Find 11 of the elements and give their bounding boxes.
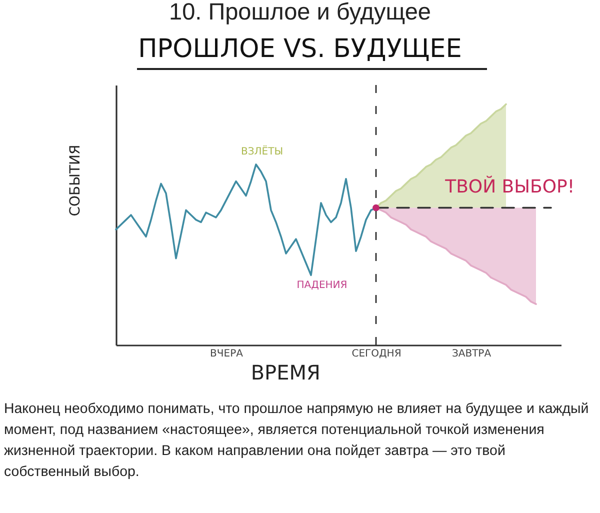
annotation: ПАДЕНИЯ — [296, 280, 348, 292]
y-axis-title: СОБЫТИЯ — [68, 144, 84, 216]
chart-subtitle: ПРОШЛОЕ VS. БУДУЩЕЕ — [138, 34, 462, 64]
x-axis-title: ВРЕМЯ — [250, 360, 320, 384]
annotation: ВЗЛЁТЫ — [240, 144, 284, 158]
text: Наконец необходимо понимать, что прошлое напрямую не влияет на будущее и каждый момент, под названием «настоящее», является потенциальной точкой изменения жизненной траектории. В каком направлении она пойдет завтра — это твой собственный выбор. — [4, 400, 590, 482]
chart-title: 10. Прошлое и будущее — [169, 0, 431, 24]
x-tick-label: СЕГОДНЯ — [352, 348, 402, 360]
x-tick-label: ВЧЕРА — [210, 348, 244, 360]
annotation: ТВОЙ ВЫБОР! — [444, 176, 575, 198]
x-tick-label: ЗАВТРА — [452, 348, 492, 360]
